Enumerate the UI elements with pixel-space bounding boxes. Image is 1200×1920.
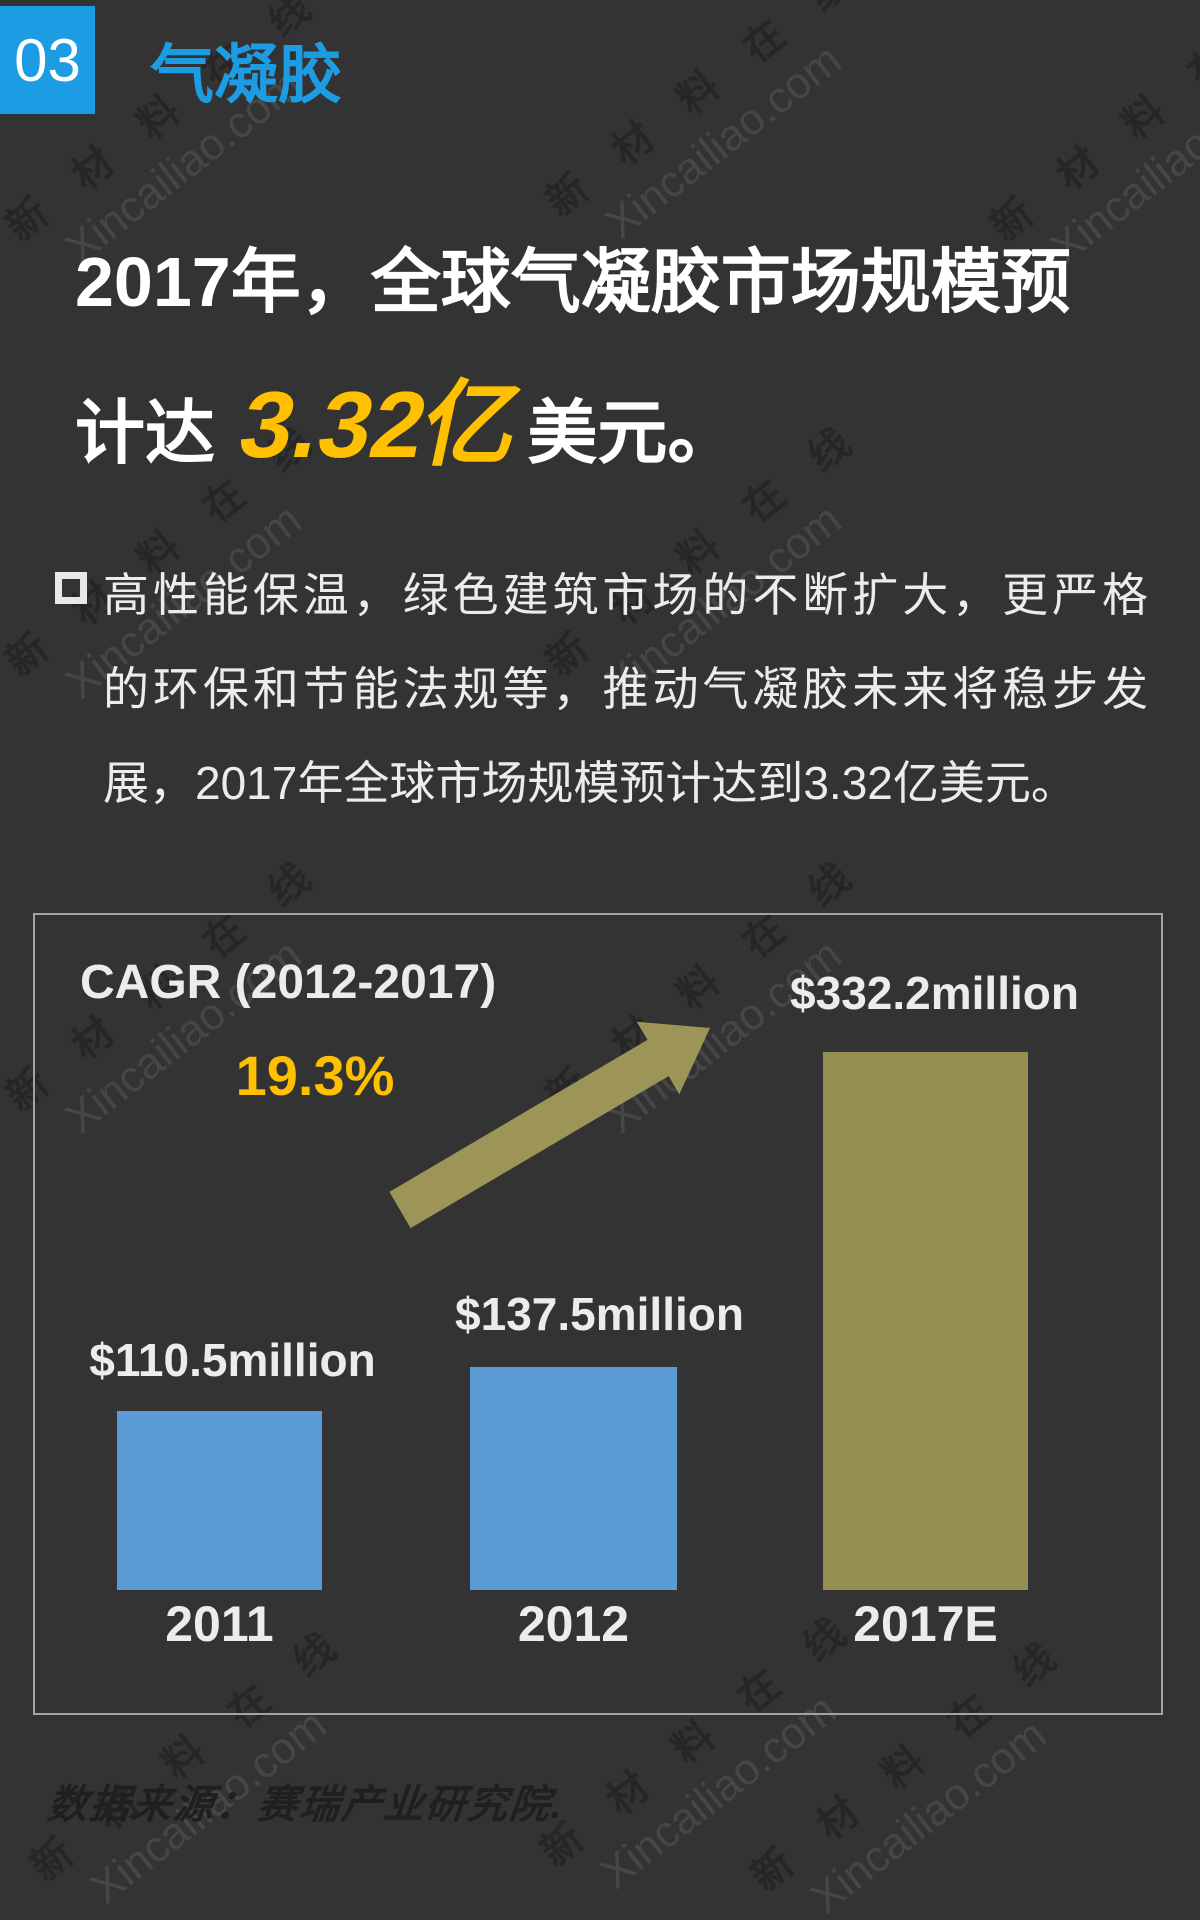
data-source: 数据来源：赛瑞产业研究院. — [45, 1783, 568, 1827]
bar-2017E — [823, 1052, 1028, 1590]
bar-category-label-2017E: 2017E — [853, 1596, 998, 1652]
growth-arrow-shape — [389, 1021, 710, 1229]
headline-line2: 计达 3.32亿美元。 — [75, 360, 1175, 498]
cagr-value: 19.3% — [235, 1044, 395, 1107]
bar-value-label-2012: $137.5million — [455, 1288, 744, 1340]
bar-category-label-2011: 2011 — [165, 1596, 274, 1652]
bar-category-label-2012: 2012 — [517, 1596, 630, 1652]
bar-2011 — [117, 1411, 322, 1590]
bullet-line: 高性能保温，绿色建筑市场的不断扩大，更严格 — [103, 569, 1148, 621]
bullet-line: 的环保和节能法规等，推动气凝胶未来将稳步发 — [103, 663, 1148, 715]
growth-arrow-icon — [389, 1021, 710, 1229]
section-number-badge: 03 — [0, 6, 95, 114]
headline-highlight-value: 3.32亿 — [231, 372, 531, 477]
headline-line1: 2017年，全球气凝胶市场规模预 — [75, 243, 1071, 321]
watermark-cn-text: 新 材 料 在 线 — [983, 0, 1200, 250]
bullet-paragraph: 高性能保温，绿色建筑市场的不断扩大，更严格 的环保和节能法规等，推动气凝胶未来将… — [103, 548, 1148, 830]
square-bullet-icon — [55, 572, 87, 604]
bar-2012 — [470, 1367, 677, 1590]
page-title: 气凝胶 — [150, 39, 342, 111]
bar-value-label-2017E: $332.2million — [790, 967, 1079, 1019]
bar-chart: CAGR (2012-2017) 19.3% $110.5million 2011… — [33, 913, 1163, 1715]
section-number: 03 — [14, 26, 81, 94]
headline-line2-suffix: 美元。 — [527, 394, 738, 472]
watermark-en-text: Xincailiao.com — [596, 34, 851, 249]
watermark-cn-text: 新 材 料 在 线 — [538, 0, 872, 225]
watermark-en-text: Xincailiao.com — [801, 1709, 1056, 1920]
headline-line2-prefix: 计达 — [75, 394, 235, 472]
cagr-label: CAGR (2012-2017) — [80, 956, 497, 1009]
bullet-line: 展，2017年全球市场规模预计达到3.32亿美元。 — [103, 757, 1077, 809]
bar-value-label-2011: $110.5million — [89, 1334, 376, 1386]
